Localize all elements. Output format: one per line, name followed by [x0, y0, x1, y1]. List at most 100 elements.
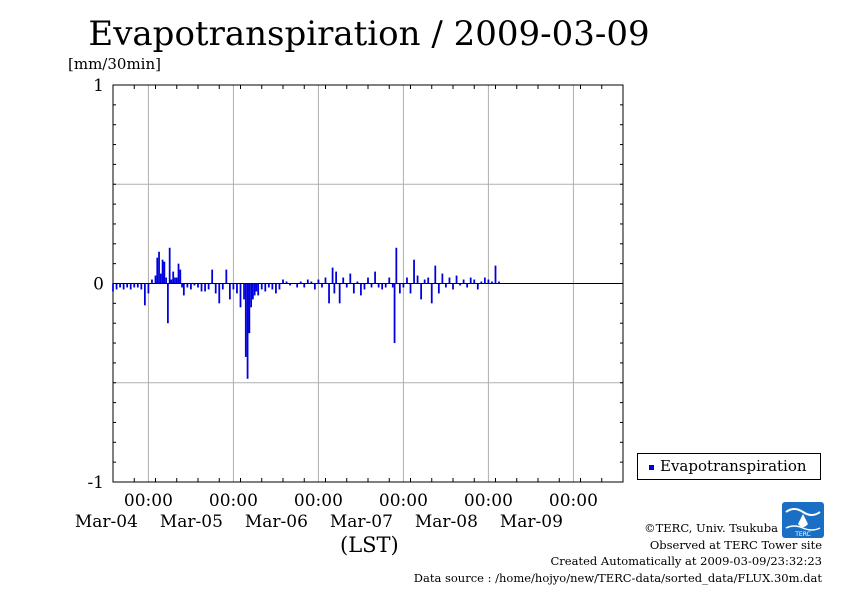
data-bar: [480, 281, 483, 284]
data-bar: [115, 283, 118, 290]
data-bar: [381, 283, 384, 290]
data-source-text: Data source : /home/hojyo/new/TERC-data/…: [413, 570, 822, 585]
data-bar: [331, 267, 334, 284]
data-bar: [271, 283, 274, 290]
data-bar: [207, 283, 210, 290]
data-bar: [186, 283, 189, 288]
data-bar: [445, 283, 447, 288]
x-tick-date-label: Mar-09: [500, 512, 563, 532]
data-bar: [469, 277, 472, 284]
data-bar: [374, 271, 376, 284]
data-bar: [190, 283, 192, 290]
data-bar: [416, 275, 419, 284]
data-bar: [177, 263, 180, 284]
x-tick-date-label: Mar-05: [160, 512, 223, 532]
data-bar: [122, 283, 125, 290]
data-bar: [214, 283, 217, 294]
data-bar: [211, 269, 214, 284]
data-bar: [255, 283, 258, 292]
data-bar: [391, 283, 394, 288]
data-bar: [333, 283, 336, 294]
data-bar: [112, 283, 114, 292]
y-tick-label: 0: [93, 275, 104, 295]
data-bar: [221, 283, 224, 290]
y-axis-unit-label: [mm/30min]: [68, 55, 161, 73]
x-tick-time-label: 00:00: [464, 491, 513, 511]
data-bar: [459, 283, 461, 286]
y-axis-ticks: -1 0 1: [87, 76, 623, 493]
data-bar: [420, 283, 423, 300]
data-bar: [170, 279, 173, 284]
data-bar: [494, 265, 497, 284]
data-bar: [345, 283, 348, 288]
data-bar: [310, 281, 313, 284]
data-bar: [498, 281, 500, 284]
data-bar: [129, 283, 132, 290]
data-bar: [126, 283, 129, 288]
data-bar: [264, 283, 267, 292]
data-bar: [395, 247, 398, 284]
data-bar: [289, 283, 291, 286]
data-bar: [243, 283, 245, 300]
data-bar: [317, 279, 320, 284]
data-bar: [352, 283, 355, 294]
data-bar: [228, 283, 231, 300]
data-bar: [299, 281, 302, 284]
data-bar: [483, 277, 486, 284]
data-bar: [367, 277, 369, 284]
observed-text: Observed at TERC Tower site: [649, 537, 822, 552]
data-bar: [168, 247, 171, 284]
data-bar: [360, 283, 362, 296]
data-bar: [260, 283, 263, 290]
data-bar: [133, 283, 136, 288]
x-axis-ticks: 00:00Mar-0400:00Mar-0500:00Mar-0600:00Ma…: [75, 85, 624, 532]
data-bar: [398, 283, 401, 294]
data-bar: [282, 279, 284, 284]
data-bar: [154, 275, 157, 284]
x-tick-date-label: Mar-08: [415, 512, 478, 532]
data-bar: [159, 273, 162, 284]
data-bar: [161, 259, 164, 284]
data-bar: [267, 283, 270, 288]
x-tick-time-label: 00:00: [124, 491, 173, 511]
legend-swatch: [649, 465, 654, 470]
data-bar: [437, 283, 440, 294]
data-bar: [306, 279, 309, 284]
data-bar: [384, 283, 387, 288]
data-bar: [244, 283, 247, 357]
data-bar: [119, 283, 121, 288]
data-bar: [338, 283, 341, 304]
data-bar: [370, 283, 373, 288]
data-bar: [175, 277, 178, 284]
data-bar: [147, 283, 150, 294]
data-bar: [342, 277, 345, 284]
data-bar: [452, 283, 454, 290]
data-bar: [197, 283, 199, 288]
data-bar: [232, 283, 235, 290]
data-bar: [335, 271, 338, 284]
footer-credits: ©TERC, Univ. Tsukuba Observed at TERC To…: [414, 520, 822, 586]
data-bar: [253, 283, 256, 296]
data-bar: [409, 283, 412, 294]
data-bar: [167, 283, 169, 324]
data-bar: [239, 283, 242, 308]
data-bar: [250, 283, 253, 308]
data-bar: [427, 277, 430, 284]
data-bar: [321, 283, 323, 288]
data-bar: [151, 279, 153, 284]
data-bar: [349, 273, 352, 284]
data-bar: [163, 261, 166, 284]
data-bar: [363, 283, 366, 290]
data-bar: [491, 281, 493, 284]
data-bar: [487, 279, 490, 284]
data-bar: [313, 283, 316, 290]
x-tick-date-label: Mar-07: [330, 512, 393, 532]
y-tick-label: 1: [93, 76, 104, 96]
x-tick-time-label: 00:00: [549, 491, 598, 511]
data-bar: [181, 283, 183, 288]
data-bar: [236, 283, 238, 294]
legend-label: Evapotranspiration: [660, 457, 807, 475]
data-bar: [476, 283, 479, 290]
data-bar: [356, 281, 359, 284]
data-bar: [402, 283, 405, 288]
